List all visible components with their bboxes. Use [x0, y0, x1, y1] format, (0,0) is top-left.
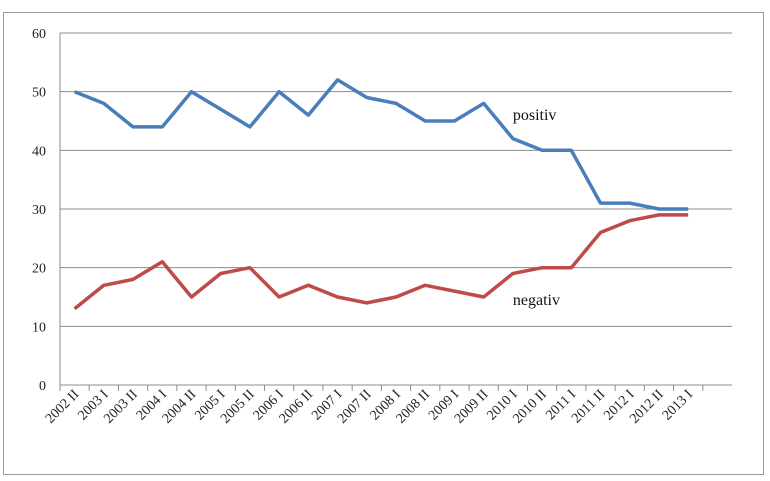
x-tick-label: 2013 I — [660, 387, 696, 423]
series-label-negativ: negativ — [513, 292, 560, 309]
series-line-positiv — [73, 78, 689, 211]
y-tick-label: 60 — [32, 27, 46, 42]
x-tick-label: 2006 II — [277, 387, 317, 427]
y-tick-label: 50 — [32, 86, 46, 101]
gridlines — [60, 32, 732, 327]
x-tick-label: 2009 II — [452, 387, 492, 427]
y-tick-label: 0 — [39, 379, 46, 394]
y-tick-label: 30 — [32, 203, 46, 218]
y-tick-label: 10 — [32, 320, 46, 335]
series-labels: positiv negativ — [513, 107, 560, 309]
series-group — [73, 78, 689, 311]
x-tick-label: 2012 II — [627, 387, 667, 427]
x-tick-label: 2007 II — [335, 387, 375, 427]
x-tick-label: 2003 II — [101, 387, 141, 427]
x-tick-label: 2004 II — [160, 387, 200, 427]
x-tick-label: 2010 II — [510, 387, 550, 427]
y-tick-label: 40 — [32, 144, 46, 159]
series-line-negativ — [73, 213, 689, 311]
x-tick-label: 2011 II — [569, 387, 608, 426]
x-tick-label: 2008 II — [394, 387, 434, 427]
chart-frame — [3, 12, 764, 475]
y-tick-label: 20 — [32, 262, 46, 277]
y-axis: 0 10 20 30 40 50 60 — [32, 27, 61, 394]
series-label-positiv: positiv — [513, 107, 557, 124]
x-tick-label: 2005 II — [218, 387, 258, 427]
x-tick-label: 2002 II — [43, 387, 83, 427]
